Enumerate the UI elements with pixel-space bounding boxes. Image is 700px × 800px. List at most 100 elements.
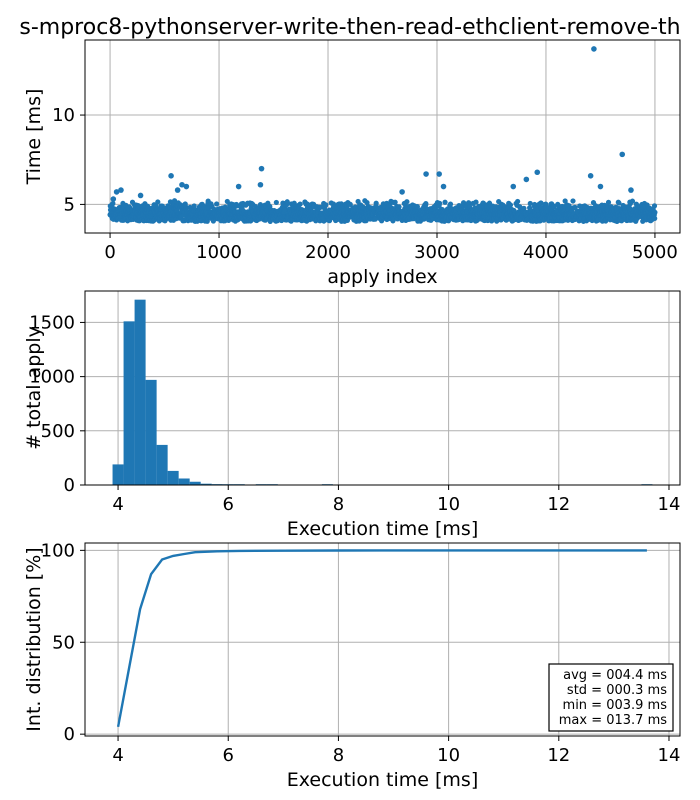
outlier-point <box>628 187 634 193</box>
histogram-bar <box>200 483 212 485</box>
x-tick-label: 4 <box>112 745 123 766</box>
scatter-point <box>297 201 303 207</box>
scatter-point <box>521 205 527 211</box>
stats-line: std = 000.3 ms <box>567 683 667 698</box>
y-tick-label: 500 <box>41 421 75 442</box>
scatter-point <box>652 215 658 222</box>
x-tick-label: 4 <box>112 494 123 515</box>
outlier-point <box>534 169 541 176</box>
x-tick-label: 8 <box>333 494 344 515</box>
outlier-point <box>587 173 594 179</box>
y-tick-label: 0 <box>64 724 75 745</box>
x-axis-label: Execution time [ms] <box>287 518 478 540</box>
outlier-point <box>137 192 144 199</box>
histogram-bar <box>145 379 157 485</box>
y-tick-label: 100 <box>41 540 75 561</box>
x-tick-label: 14 <box>658 745 681 766</box>
outlier-point <box>436 171 442 177</box>
y-axis-label: # total apply <box>23 326 45 450</box>
axes-frame <box>84 542 681 737</box>
scatter-point <box>373 200 379 206</box>
outlier-point <box>619 151 626 158</box>
x-tick-label: 3000 <box>414 242 460 263</box>
x-tick-label: 10 <box>437 745 460 766</box>
scatter-point <box>404 199 410 205</box>
y-tick-label: 5 <box>64 194 75 215</box>
scatter-point <box>629 198 636 204</box>
x-tick-label: 10 <box>437 494 460 515</box>
x-tick-label: 0 <box>104 242 115 263</box>
histogram-bar <box>178 478 190 485</box>
y-tick-label: 1500 <box>29 312 75 333</box>
stats-box <box>548 663 674 732</box>
scatter-point <box>515 198 521 205</box>
x-tick-label: 5000 <box>632 242 678 263</box>
scatter-point <box>447 201 454 207</box>
histogram-bar <box>134 299 146 485</box>
scatter-point <box>155 199 161 205</box>
scatter-point <box>423 200 429 207</box>
outlier-point <box>258 165 265 172</box>
outlier-point <box>591 46 597 52</box>
histogram-bar <box>112 464 124 485</box>
scatter-point <box>224 198 230 205</box>
x-tick-label: 14 <box>658 494 681 515</box>
cumulative-line <box>116 549 647 728</box>
x-tick-label: 1000 <box>196 242 242 263</box>
outlier-point <box>510 183 517 190</box>
y-tick-label: 1000 <box>29 367 75 388</box>
x-tick-label: 2000 <box>305 242 351 263</box>
y-tick-label: 10 <box>52 105 75 126</box>
x-axis-label: Execution time [ms] <box>287 769 478 791</box>
scatter-point <box>605 199 612 205</box>
stats-line: min = 003.9 ms <box>563 698 668 713</box>
x-tick-label: 8 <box>333 745 344 766</box>
outlier-point <box>257 181 264 188</box>
y-tick-label: 0 <box>64 475 75 496</box>
scatter-point <box>437 200 443 206</box>
outlier-point <box>174 187 181 193</box>
histogram-bar <box>156 444 168 485</box>
outlier-point <box>113 189 120 195</box>
scatter-point <box>570 198 576 204</box>
scatter-panel: 0 1000 2000 3000 4000 5000 5 10 apply index Time … <box>23 39 681 288</box>
x-axis-label: apply index <box>327 266 437 288</box>
x-tick-label: 6 <box>223 494 234 515</box>
outlier-point <box>399 189 405 195</box>
outlier-point <box>110 196 117 202</box>
y-axis-label: Int. distribution [%] <box>23 547 45 731</box>
scatter-point <box>214 201 220 207</box>
axes-frame <box>84 39 681 234</box>
outlier-point <box>423 171 429 177</box>
scatter-point <box>284 199 290 205</box>
outlier-point <box>168 173 174 179</box>
stats-line: max = 013.7 ms <box>559 713 667 728</box>
scatter-point <box>651 203 658 209</box>
histogram-bar <box>189 481 201 485</box>
scatter-point <box>323 202 329 208</box>
x-tick-label: 12 <box>547 494 570 515</box>
outlier-point <box>179 181 185 188</box>
x-tick-label: 12 <box>547 745 570 766</box>
scatter-point <box>507 202 514 208</box>
axes-frame <box>84 290 681 486</box>
histogram-panel: 4 6 8 10 12 14 0 500 1000 1500 Execution time [ms]… <box>23 290 681 540</box>
scatter-point <box>652 209 658 215</box>
outlier-point <box>440 183 447 190</box>
scatter-point <box>110 200 116 207</box>
histogram-bar <box>123 321 135 485</box>
scatter-point <box>191 203 197 209</box>
x-tick-label: 4000 <box>523 242 569 263</box>
scatter-point <box>282 207 288 213</box>
x-tick-label: 6 <box>223 745 234 766</box>
scatter-point <box>442 199 448 205</box>
scatter-point <box>551 204 557 210</box>
figure-title: s-mproc8-pythonserver-write-then-read-et… <box>19 15 680 40</box>
scatter-point <box>414 204 420 210</box>
outlier-point <box>235 183 242 190</box>
scatter-point <box>273 199 279 206</box>
scatter-point <box>527 200 533 207</box>
y-tick-label: 50 <box>52 632 75 653</box>
scatter-point <box>473 199 479 205</box>
